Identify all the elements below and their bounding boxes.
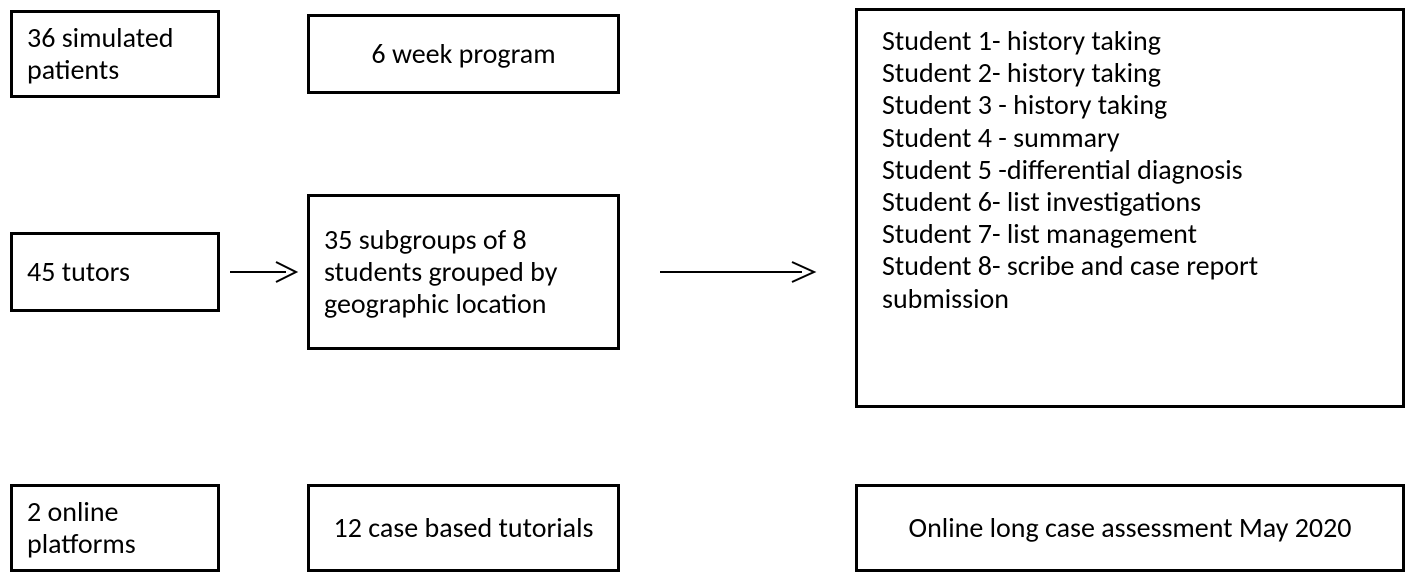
student-line: Student 6- list investigations [882,186,1378,218]
box-text: 6 week program [371,38,555,70]
student-line: Student 1- history taking [882,25,1378,57]
student-line: Student 4 - summary [882,122,1378,154]
box-assessment: Online long case assessment May 2020 [855,484,1405,572]
box-simulated-patients: 36 simulated patients [10,10,220,98]
student-line: Student 5 -differential diagnosis [882,154,1378,186]
box-student-roles: Student 1- history taking Student 2- his… [855,8,1405,408]
student-line: Student 3 - history taking [882,89,1378,121]
box-text: 12 case based tutorials [334,512,594,544]
box-program: 6 week program [307,14,620,94]
student-line: Student 2- history taking [882,57,1378,89]
box-text: 35 subgroups of 8 students grouped by ge… [324,224,603,321]
box-text: Online long case assessment May 2020 [909,512,1352,544]
box-platforms: 2 online platforms [10,484,220,572]
box-text: 36 simulated patients [27,22,203,86]
arrow-icon [658,256,818,288]
box-subgroups: 35 subgroups of 8 students grouped by ge… [307,194,620,350]
box-text: 2 online platforms [27,496,203,560]
student-line: Student 8- scribe and case report submis… [882,250,1378,314]
student-line: Student 7- list management [882,218,1378,250]
box-tutors: 45 tutors [10,232,220,312]
arrow-icon [228,256,300,288]
diagram-canvas: 36 simulated patients 45 tutors 2 online… [0,0,1417,582]
box-tutorials: 12 case based tutorials [307,484,620,572]
box-text: 45 tutors [27,256,130,288]
